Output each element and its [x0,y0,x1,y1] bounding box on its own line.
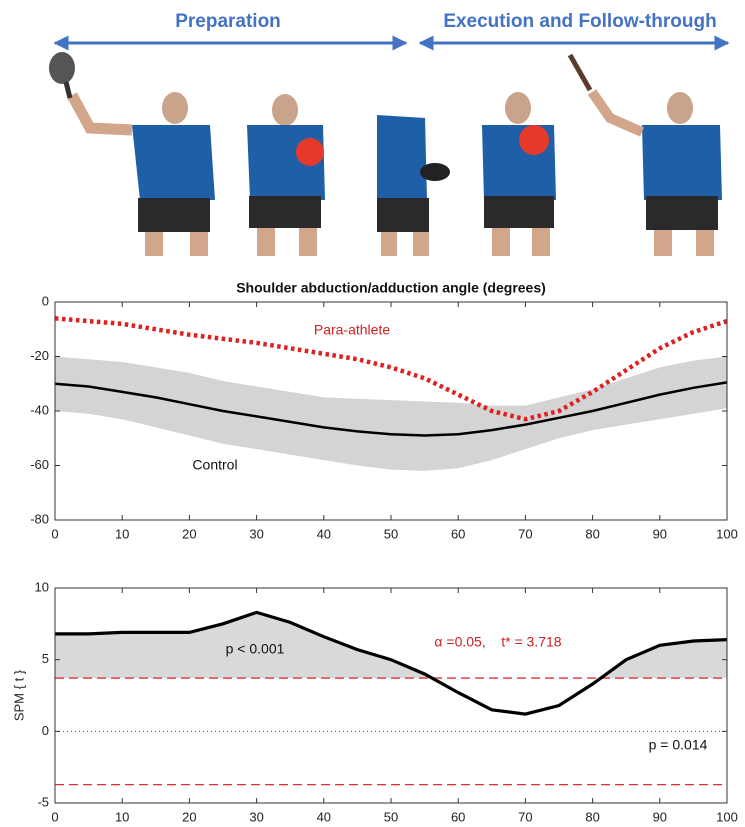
player-photos [49,52,722,256]
annotation: α =0.05, t* = 3.718 [434,634,561,650]
x-tick-label: 70 [518,809,532,824]
x-tick-label: 80 [585,526,599,541]
y-tick-label: 0 [42,723,49,738]
x-tick-label: 40 [317,526,331,541]
annotation: p < 0.001 [226,641,285,657]
y-tick-label: -40 [30,402,49,417]
x-tick-label: 0 [51,526,58,541]
series-label: Control [192,457,237,473]
x-tick-label: 30 [249,526,263,541]
y-tick-label: -60 [30,457,49,472]
y-tick-label: -20 [30,348,49,363]
x-tick-label: 20 [182,526,196,541]
plot-frame [55,588,727,803]
x-tick-label: 10 [115,526,129,541]
suprathreshold-area [55,612,727,714]
x-tick-label: 60 [451,809,465,824]
x-tick-label: 20 [182,809,196,824]
variability-band [55,357,727,471]
x-tick-label: 50 [384,809,398,824]
y-tick-label: 5 [42,651,49,666]
x-tick-label: 0 [51,809,58,824]
y-axis-label: SPM { t } [11,669,26,721]
x-tick-label: 80 [585,809,599,824]
annotation: p = 0.014 [649,737,708,753]
y-tick-label: 0 [42,293,49,308]
y-tick-label: 10 [35,579,49,594]
y-tick-label: -5 [37,794,49,809]
x-tick-label: 50 [384,526,398,541]
x-tick-label: 90 [653,809,667,824]
x-tick-label: 100 [716,526,738,541]
x-tick-label: 10 [115,809,129,824]
x-tick-label: 30 [249,809,263,824]
x-tick-label: 100 [716,809,738,824]
figure: Preparation Execution and Follow-through [0,0,745,827]
x-tick-label: 90 [653,526,667,541]
x-tick-label: 40 [317,809,331,824]
series-label: Para-athlete [314,322,390,338]
y-tick-label: -80 [30,511,49,526]
x-tick-label: 60 [451,526,465,541]
phase-label: Execution and Follow-through [443,11,716,32]
chart-title: Shoulder abduction/adduction angle (degr… [236,280,546,296]
x-tick-label: 70 [518,526,532,541]
phase-label: Preparation [175,11,281,32]
